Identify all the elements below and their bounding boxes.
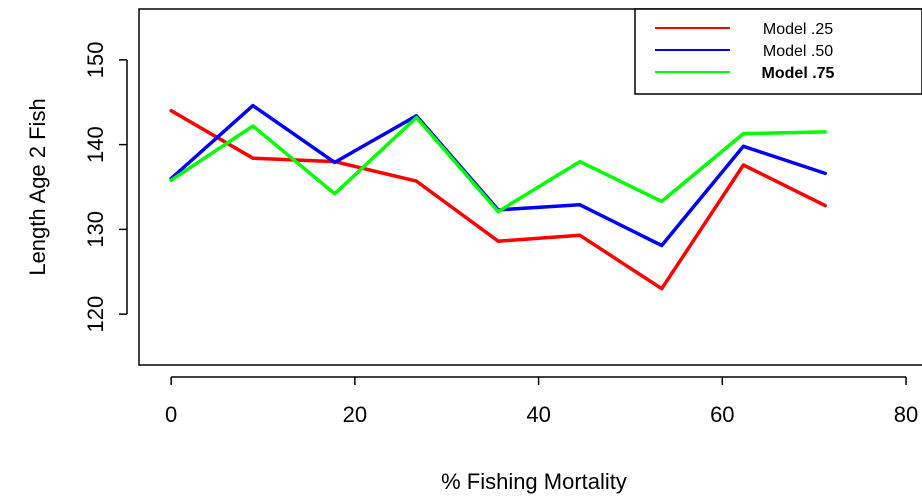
data-point — [741, 163, 745, 167]
y-tick-label: 120 — [83, 296, 108, 333]
x-tick-label: 80 — [894, 402, 918, 427]
data-point — [823, 204, 827, 208]
y-tick-label: 140 — [83, 126, 108, 163]
data-point — [496, 210, 500, 214]
data-point — [169, 109, 173, 113]
x-tick-label: 60 — [710, 402, 734, 427]
y-axis: 120 130 140 150 — [83, 41, 128, 333]
data-point — [169, 178, 173, 182]
legend: Model .25 Model .50 Model .75 — [634, 8, 922, 95]
data-point — [251, 104, 255, 108]
data-point — [578, 233, 582, 237]
x-tick-label: 0 — [165, 402, 177, 427]
data-point — [333, 192, 337, 196]
x-axis-title: % Fishing Mortality — [441, 469, 627, 494]
data-point — [823, 171, 827, 175]
y-tick-label: 130 — [83, 211, 108, 248]
data-point — [251, 156, 255, 160]
legend-label: Model .25 — [763, 21, 833, 38]
data-point — [496, 239, 500, 243]
legend-label: Model .75 — [762, 65, 835, 82]
data-point — [578, 160, 582, 164]
x-tick-label: 20 — [343, 402, 367, 427]
data-point — [414, 179, 418, 183]
x-tick-label: 40 — [526, 402, 550, 427]
data-point — [660, 287, 664, 291]
x-axis: 0 20 40 60 80 — [165, 376, 918, 427]
data-point — [660, 199, 664, 203]
legend-label: Model .50 — [763, 43, 833, 60]
data-point — [333, 160, 337, 164]
series-line-2 — [169, 103, 827, 248]
data-point — [414, 115, 418, 119]
y-tick-label: 150 — [83, 41, 108, 78]
data-point — [823, 130, 827, 134]
data-point — [741, 132, 745, 136]
data-point — [741, 144, 745, 148]
y-axis-title: Length Age 2 Fish — [25, 98, 50, 275]
data-point — [251, 124, 255, 128]
series-lines — [169, 103, 827, 291]
plot-frame — [138, 8, 922, 366]
data-point — [660, 243, 664, 247]
data-point — [578, 203, 582, 207]
legend-box — [634, 8, 922, 95]
